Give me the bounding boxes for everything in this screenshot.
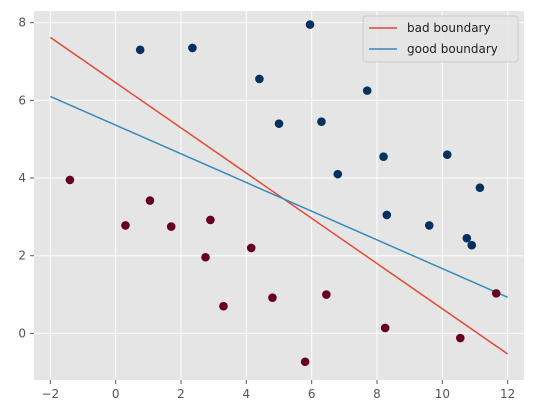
scatter-point	[206, 215, 215, 225]
scatter-point	[442, 150, 452, 160]
scatter-point	[382, 210, 392, 220]
scatter-point	[274, 119, 284, 128]
scatter-point	[462, 233, 472, 243]
x-tick-label: 12	[500, 387, 515, 401]
y-tick-label: 2	[18, 249, 26, 263]
scatter-point	[317, 117, 326, 126]
scatter-point	[219, 301, 228, 311]
boundary-line	[49, 36, 509, 355]
scatter-point	[246, 243, 256, 253]
scatter-point	[135, 45, 145, 55]
scatter-point	[305, 20, 315, 29]
y-tick-label: 6	[18, 93, 26, 107]
scatter-point	[300, 357, 310, 367]
scatter-point	[379, 152, 388, 161]
y-axis-ticks: 0 2 4 6 8	[18, 16, 34, 340]
scatter-point	[188, 43, 197, 53]
scatter-point	[268, 293, 277, 302]
legend-label: good boundary	[407, 42, 498, 56]
scatter-point	[121, 221, 130, 230]
boundary-lines	[49, 36, 509, 355]
y-tick-label: 0	[18, 326, 26, 340]
grid-lines	[34, 11, 524, 380]
y-tick-label: 4	[18, 171, 26, 185]
scatter-point	[65, 175, 75, 185]
scatter-point	[456, 333, 465, 343]
scatter-point	[166, 222, 176, 231]
scatter-point	[255, 74, 264, 84]
y-tick-label: 8	[18, 16, 26, 30]
x-tick-label: −2	[41, 387, 59, 401]
x-axis-ticks: −2 0 2 4 6 8 10 12	[41, 380, 515, 401]
scatter-point	[362, 86, 372, 95]
scatter-point	[475, 183, 485, 193]
x-tick-label: 2	[177, 387, 185, 401]
legend: bad boundary good boundary	[362, 15, 519, 63]
x-tick-label: 0	[112, 387, 120, 401]
scatter-point	[380, 323, 390, 333]
x-tick-label: 6	[308, 387, 316, 401]
legend-label: bad boundary	[407, 21, 491, 35]
x-tick-label: 8	[373, 387, 381, 401]
scatter-point	[491, 289, 501, 298]
scatter-point	[467, 240, 477, 250]
legend-box	[362, 15, 519, 63]
scatter-points	[65, 20, 501, 367]
scatter-point	[333, 169, 343, 179]
x-tick-label: 10	[435, 387, 450, 401]
boundary-line	[50, 95, 508, 298]
scatter-point	[322, 290, 331, 299]
x-tick-label: 4	[243, 387, 251, 401]
scatter-point	[424, 221, 434, 230]
scatter-point	[201, 252, 210, 262]
scatter-point	[145, 196, 155, 205]
